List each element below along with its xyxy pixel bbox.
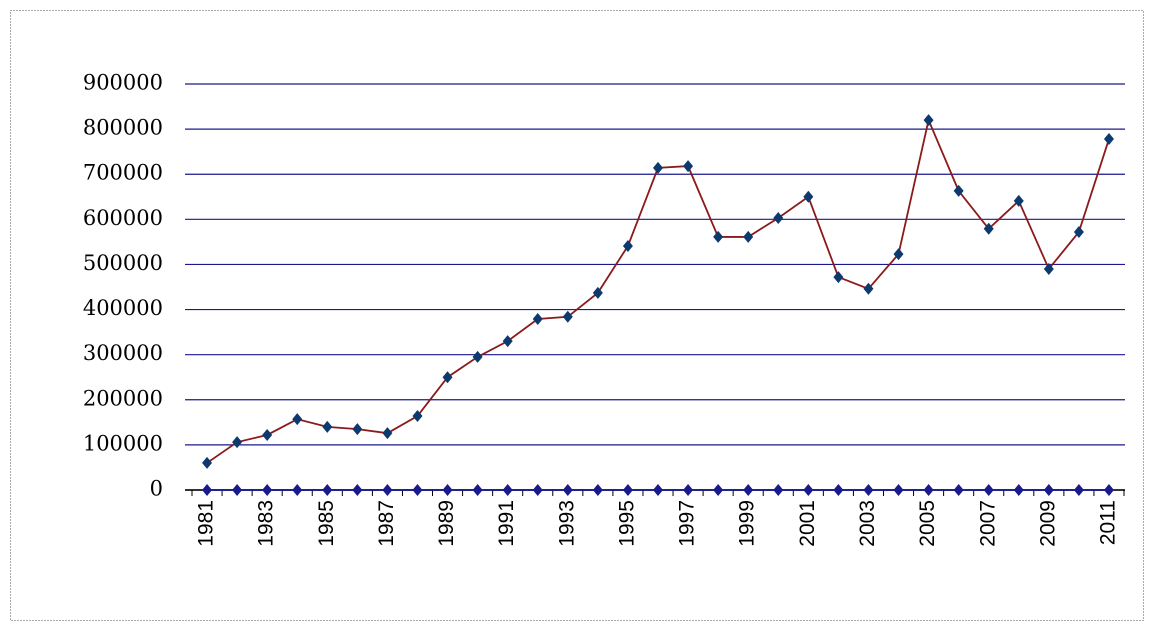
marker xyxy=(562,484,573,496)
marker xyxy=(743,230,754,243)
marker xyxy=(412,410,423,423)
x-tick-label: 1989 xyxy=(435,500,458,547)
marker xyxy=(502,484,513,496)
y-tick-label: 800000 xyxy=(83,116,163,140)
x-tick-label: 1987 xyxy=(375,500,398,547)
marker xyxy=(472,350,483,363)
marker xyxy=(442,371,453,384)
marker xyxy=(1103,484,1114,496)
y-tick-label: 0 xyxy=(150,477,163,501)
y-tick-label: 100000 xyxy=(83,431,163,455)
marker xyxy=(232,436,243,449)
marker xyxy=(983,222,994,235)
marker xyxy=(653,484,663,496)
marker xyxy=(1073,225,1084,238)
marker xyxy=(532,313,543,326)
marker xyxy=(592,286,603,299)
chart-border xyxy=(10,10,1144,621)
marker xyxy=(382,484,393,496)
x-tick-label: 1993 xyxy=(555,500,578,547)
marker xyxy=(923,114,934,127)
marker xyxy=(532,484,543,496)
marker xyxy=(923,484,934,496)
marker xyxy=(292,484,303,496)
x-tick-label: 1995 xyxy=(615,500,638,547)
marker xyxy=(833,484,844,496)
x-tick-label: 2011 xyxy=(1097,500,1120,545)
marker xyxy=(1043,484,1054,496)
marker xyxy=(622,484,633,496)
marker xyxy=(1043,262,1054,275)
marker xyxy=(262,428,273,441)
x-tick-label: 1991 xyxy=(495,500,518,547)
x-tick-label: 1983 xyxy=(255,500,278,547)
x-tick-label: 2009 xyxy=(1036,500,1059,547)
marker xyxy=(953,184,964,197)
marker xyxy=(893,248,904,261)
marker xyxy=(773,484,784,496)
marker xyxy=(893,484,904,496)
marker xyxy=(202,456,213,469)
marker xyxy=(863,484,874,496)
marker xyxy=(713,230,724,243)
marker xyxy=(502,335,513,348)
marker xyxy=(953,484,964,496)
marker xyxy=(352,423,363,436)
marker xyxy=(472,484,483,496)
marker xyxy=(653,161,663,174)
marker xyxy=(1073,484,1084,496)
marker xyxy=(382,427,393,440)
marker xyxy=(292,413,303,426)
marker xyxy=(1013,484,1024,496)
x-tick-label: 1985 xyxy=(315,500,338,547)
x-tick-label: 2001 xyxy=(796,500,819,547)
marker xyxy=(983,484,994,496)
marker xyxy=(833,271,844,284)
marker xyxy=(202,484,213,496)
marker xyxy=(322,420,333,433)
marker xyxy=(322,484,333,496)
x-tick-label: 2007 xyxy=(976,500,999,547)
marker xyxy=(713,484,724,496)
x-tick-label: 1997 xyxy=(676,500,699,547)
x-tick-label: 1999 xyxy=(736,500,759,547)
marker xyxy=(803,484,814,496)
y-tick-label: 600000 xyxy=(83,206,163,230)
marker xyxy=(592,484,603,496)
x-tick-label: 2003 xyxy=(856,500,879,547)
marker xyxy=(683,160,694,173)
marker xyxy=(442,484,453,496)
marker xyxy=(1103,133,1114,146)
y-tick-label: 300000 xyxy=(83,341,163,365)
marker xyxy=(743,484,754,496)
marker xyxy=(622,239,633,252)
y-tick-label: 200000 xyxy=(83,386,163,410)
marker xyxy=(412,484,423,496)
marker xyxy=(683,484,694,496)
marker xyxy=(262,484,273,496)
x-tick-label: 2005 xyxy=(916,500,939,547)
y-tick-label: 500000 xyxy=(83,251,163,275)
marker xyxy=(1013,194,1024,207)
marker xyxy=(773,211,784,224)
marker xyxy=(232,484,243,496)
marker xyxy=(803,190,814,203)
marker xyxy=(352,484,363,496)
marker xyxy=(562,310,573,323)
y-tick-label: 700000 xyxy=(83,161,163,185)
y-tick-label: 900000 xyxy=(83,71,163,95)
marker xyxy=(863,282,874,295)
y-tick-label: 400000 xyxy=(83,296,163,320)
x-tick-label: 1981 xyxy=(195,500,218,547)
